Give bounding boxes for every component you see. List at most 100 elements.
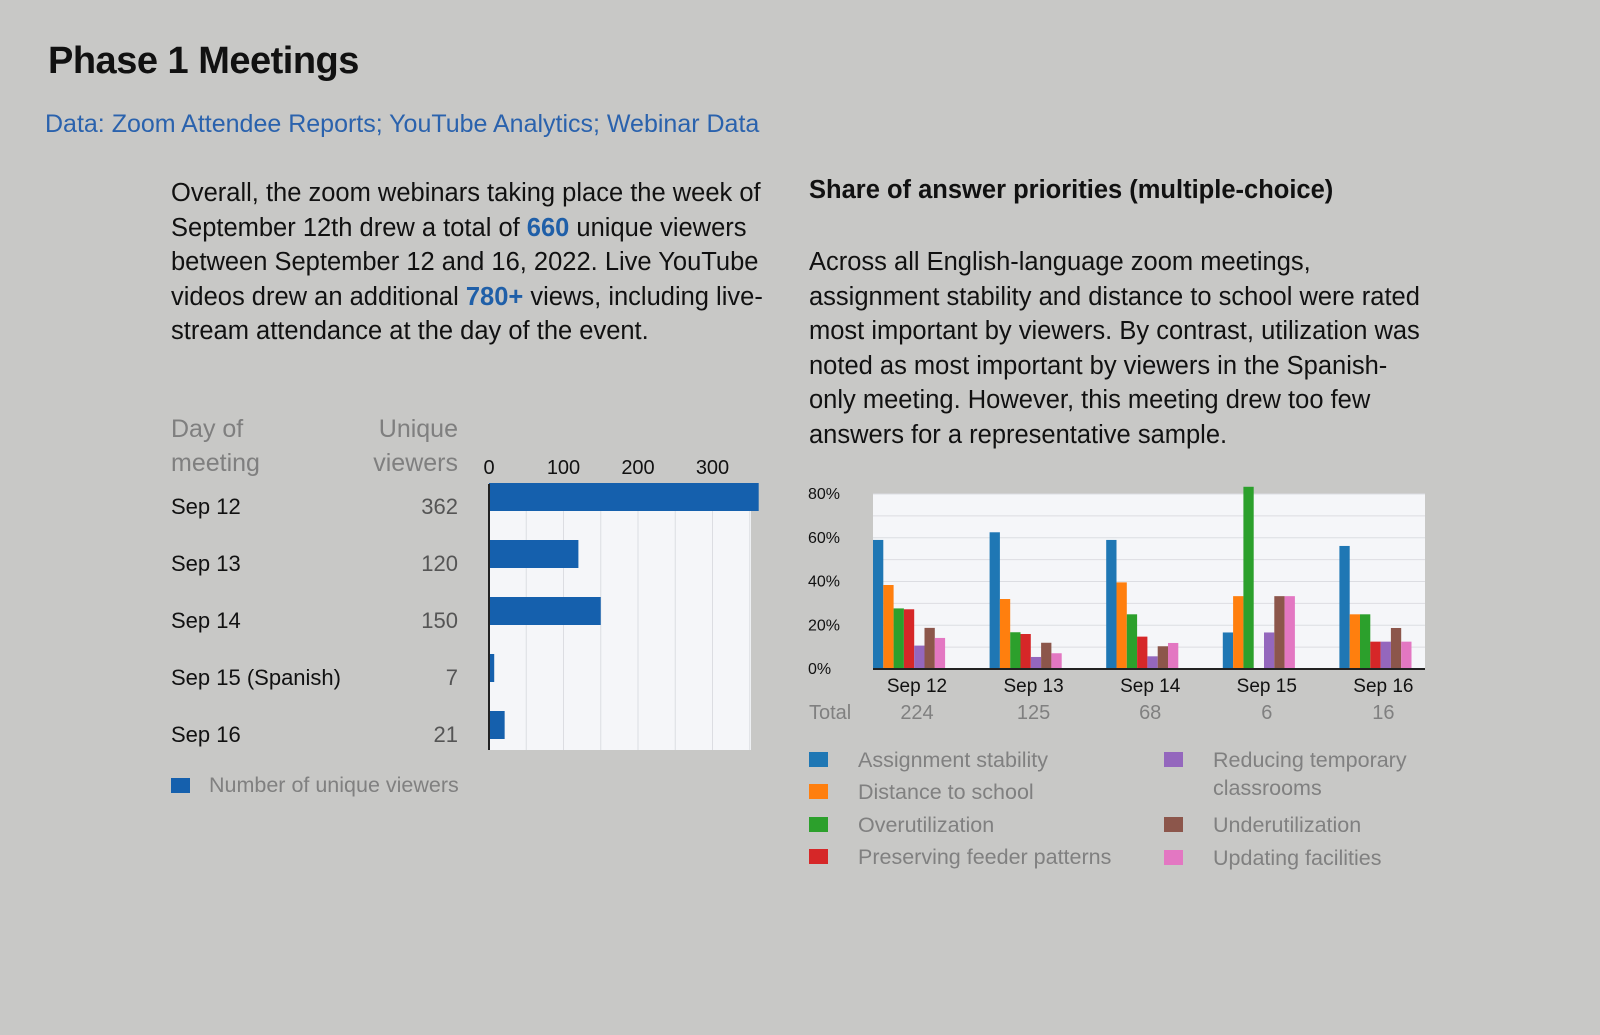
priorities-heading: Share of answer priorities (multiple-cho… — [809, 176, 1334, 204]
priority-bar — [1390, 627, 1402, 669]
priority-bar — [1147, 656, 1158, 669]
summary-text: Overall, the zoom webinars taking place … — [171, 179, 761, 242]
y-tick-label: 40% — [808, 574, 840, 591]
viewer-bar — [489, 597, 601, 625]
page-title: Phase 1 Meetings — [48, 40, 359, 82]
priority-bar — [1370, 641, 1381, 669]
viewer-bar — [489, 540, 579, 568]
priority-bar — [1051, 653, 1062, 669]
day-label: Sep 12 — [171, 494, 241, 519]
total-value: 16 — [1372, 702, 1394, 724]
legend-swatch-unique-viewers — [171, 778, 190, 793]
priority-bar — [1243, 486, 1254, 669]
legend-label: Preserving feeder patterns — [858, 845, 1112, 869]
total-value: 68 — [1139, 702, 1161, 724]
priority-bar — [1137, 636, 1148, 669]
x-tick-label: 300 — [696, 457, 729, 479]
priority-bar — [903, 609, 915, 669]
priority-bar — [999, 599, 1011, 669]
legend-swatch — [1164, 850, 1183, 865]
priority-bar — [1126, 614, 1138, 669]
legend-label: Reducing temporary — [1213, 748, 1407, 772]
legend-label: Updating facilities — [1213, 846, 1382, 870]
priority-bar — [1116, 582, 1127, 669]
viewer-count: 21 — [433, 722, 458, 747]
legend-swatch — [809, 784, 828, 799]
unique-viewers-total: 660 — [526, 213, 570, 242]
total-value: 6 — [1261, 702, 1272, 724]
priority-bar — [1233, 596, 1244, 669]
youtube-views-total: 780+ — [465, 282, 524, 311]
x-tick-label: 0 — [483, 457, 494, 479]
unique-viewers-chart: 0 100 200 300 — [483, 457, 759, 750]
category-label: Sep 15 — [1237, 676, 1297, 697]
category-label: Sep 13 — [1003, 676, 1063, 697]
priority-bar — [1380, 641, 1391, 669]
total-label: Total — [809, 702, 851, 724]
priority-bar — [1360, 614, 1371, 669]
priority-bar — [883, 585, 894, 669]
priority-bar — [1401, 641, 1412, 669]
priority-bar — [1157, 646, 1168, 669]
category-label: Sep 16 — [1353, 676, 1413, 697]
legend-swatch — [809, 817, 828, 832]
legend-swatch — [809, 849, 828, 864]
summary-text: views, including live-stream attendance … — [171, 282, 763, 346]
priority-bar — [873, 539, 884, 669]
answer-priorities-chart: 0% 20% 40% 60% 80% Sep 12 224 Sep 13 125 Sep 14 68… — [808, 486, 1425, 724]
y-tick-label: 80% — [808, 486, 840, 503]
priority-bar — [1349, 614, 1360, 669]
category-label: Sep 12 — [887, 676, 947, 697]
summary-paragraph: Overall, the zoom webinars taking place … — [171, 176, 771, 349]
priority-bar — [914, 645, 925, 669]
total-value: 125 — [1017, 702, 1050, 724]
y-tick-label: 0% — [808, 661, 831, 678]
priority-bar — [989, 532, 1000, 669]
y-tick-label: 20% — [808, 617, 840, 634]
summary-text: unique viewers between September 12 and … — [171, 213, 759, 311]
x-tick-label: 200 — [621, 457, 654, 479]
unique-viewers-header: Unique viewers — [373, 415, 458, 477]
legend-swatch — [1164, 817, 1183, 832]
priority-bar — [1264, 632, 1275, 669]
viewer-count: 150 — [421, 608, 458, 633]
priority-bar — [1106, 539, 1117, 669]
priority-bar — [1222, 632, 1234, 669]
priority-bar — [1010, 632, 1021, 669]
viewer-bar — [489, 483, 759, 511]
day-label: Sep 15 (Spanish) — [171, 665, 341, 690]
legend-label: Assignment stability — [858, 748, 1048, 772]
viewer-count: 7 — [445, 665, 458, 690]
priority-bar — [924, 627, 935, 669]
priority-bar — [1284, 596, 1295, 669]
priority-bar — [1030, 656, 1042, 669]
priority-bar — [1274, 596, 1285, 669]
legend-label: classrooms — [1213, 776, 1322, 800]
priority-bar — [934, 637, 946, 669]
priority-bar — [1168, 642, 1179, 669]
day-of-meeting-header: Day of meeting — [171, 415, 260, 477]
x-tick-label: 100 — [547, 457, 580, 479]
legend-label: Underutilization — [1213, 813, 1362, 837]
day-label: Sep 16 — [171, 722, 241, 747]
priorities-paragraph: Across all English-language zoom meeting… — [809, 248, 1420, 449]
legend-swatch — [1164, 752, 1183, 767]
day-label: Sep 14 — [171, 608, 241, 633]
viewer-count: 120 — [421, 551, 458, 576]
day-label: Sep 13 — [171, 551, 241, 576]
viewer-bar — [489, 711, 505, 739]
data-source-subtitle: Data: Zoom Attendee Reports; YouTube Ana… — [45, 110, 760, 138]
legend-label-unique-viewers: Number of unique viewers — [209, 773, 459, 797]
priority-bar — [1339, 545, 1350, 669]
legend-swatch — [809, 752, 828, 767]
total-value: 224 — [900, 702, 933, 724]
category-label: Sep 14 — [1120, 676, 1181, 697]
priority-bar — [1020, 634, 1031, 669]
y-tick-label: 60% — [808, 530, 840, 547]
viewer-bar — [489, 654, 495, 682]
legend-label: Distance to school — [858, 780, 1034, 804]
priority-bar — [893, 608, 904, 669]
priority-bar — [1041, 642, 1052, 669]
legend-label: Overutilization — [858, 813, 995, 837]
viewer-count: 362 — [421, 494, 458, 519]
